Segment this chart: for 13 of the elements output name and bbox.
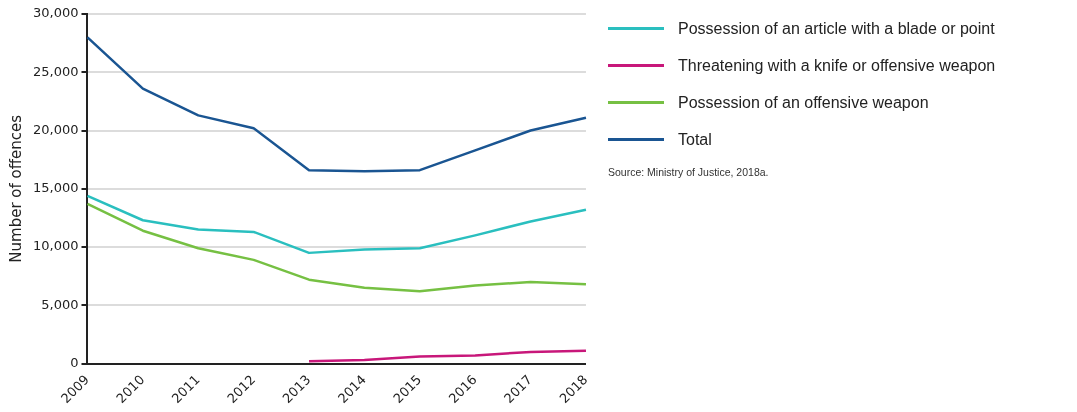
y-tick-label: 25,000 bbox=[32, 63, 79, 79]
y-tick-label: 30,000 bbox=[32, 5, 79, 21]
legend-label: Total bbox=[678, 130, 712, 149]
y-tick-label: 5,000 bbox=[41, 296, 79, 312]
y-axis-title: Number of offences bbox=[6, 114, 25, 263]
source-note: Source: Ministry of Justice, 2018a. bbox=[608, 166, 770, 178]
y-tick-label: 10,000 bbox=[32, 238, 79, 254]
legend-label: Threatening with a knife or offensive weapon bbox=[678, 56, 996, 75]
legend-label: Possession of an article with a blade or point bbox=[678, 19, 995, 38]
legend-label: Possession of an offensive weapon bbox=[678, 93, 929, 112]
y-tick-label: 0 bbox=[70, 354, 79, 370]
y-tick-label: 15,000 bbox=[32, 180, 79, 196]
y-tick-label: 20,000 bbox=[32, 121, 79, 137]
